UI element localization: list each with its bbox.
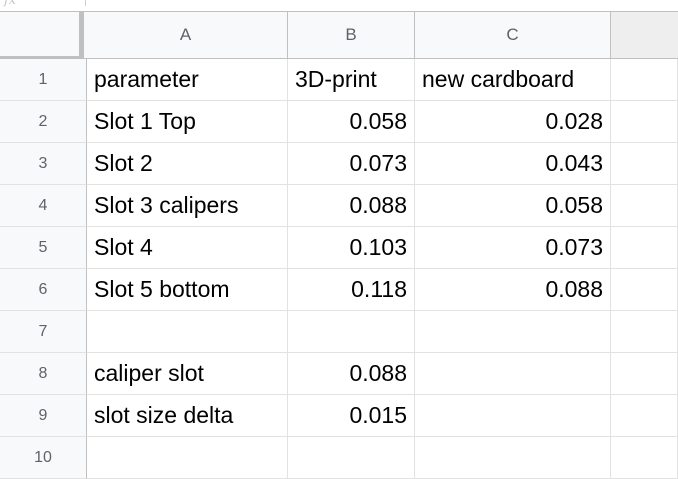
cell-b1[interactable]: 3D-print bbox=[288, 59, 415, 101]
cell-a8[interactable]: caliper slot bbox=[87, 353, 288, 395]
cell-a9[interactable]: slot size delta bbox=[87, 395, 288, 437]
cell-d8[interactable] bbox=[611, 353, 678, 395]
formula-bar-divider bbox=[85, 0, 86, 6]
cell-d5[interactable] bbox=[611, 227, 678, 269]
cell-d7[interactable] bbox=[611, 311, 678, 353]
cell-b10[interactable] bbox=[288, 437, 415, 479]
cell-b7[interactable] bbox=[288, 311, 415, 353]
cell-b4[interactable]: 0.088 bbox=[288, 185, 415, 227]
formula-bar[interactable]: fx bbox=[0, 0, 678, 12]
row-header-6[interactable]: 6 bbox=[0, 269, 87, 311]
cell-c5[interactable]: 0.073 bbox=[415, 227, 611, 269]
cell-b3[interactable]: 0.073 bbox=[288, 143, 415, 185]
column-header-c[interactable]: C bbox=[415, 12, 611, 59]
cell-d2[interactable] bbox=[611, 101, 678, 143]
cell-c7[interactable] bbox=[415, 311, 611, 353]
row-header-9[interactable]: 9 bbox=[0, 395, 87, 437]
cell-d6[interactable] bbox=[611, 269, 678, 311]
row-header-1[interactable]: 1 bbox=[0, 59, 87, 101]
cell-c1[interactable]: new cardboard bbox=[415, 59, 611, 101]
cell-d10[interactable] bbox=[611, 437, 678, 479]
cell-c3[interactable]: 0.043 bbox=[415, 143, 611, 185]
row-header-8[interactable]: 8 bbox=[0, 353, 87, 395]
cell-c6[interactable]: 0.088 bbox=[415, 269, 611, 311]
row-header-10[interactable]: 10 bbox=[0, 437, 87, 479]
cell-d1[interactable] bbox=[611, 59, 678, 101]
row-header-2[interactable]: 2 bbox=[0, 101, 87, 143]
cell-a7[interactable] bbox=[87, 311, 288, 353]
cell-a10[interactable] bbox=[87, 437, 288, 479]
cell-c10[interactable] bbox=[415, 437, 611, 479]
cell-c8[interactable] bbox=[415, 353, 611, 395]
cell-a3[interactable]: Slot 2 bbox=[87, 143, 288, 185]
column-header-b[interactable]: B bbox=[288, 12, 415, 59]
cell-d3[interactable] bbox=[611, 143, 678, 185]
cell-a5[interactable]: Slot 4 bbox=[87, 227, 288, 269]
cell-d9[interactable] bbox=[611, 395, 678, 437]
cell-a4[interactable]: Slot 3 calipers bbox=[87, 185, 288, 227]
cell-c2[interactable]: 0.028 bbox=[415, 101, 611, 143]
row-header-5[interactable]: 5 bbox=[0, 227, 87, 269]
cell-a2[interactable]: Slot 1 Top bbox=[87, 101, 288, 143]
row-header-3[interactable]: 3 bbox=[0, 143, 87, 185]
cell-a6[interactable]: Slot 5 bottom bbox=[87, 269, 288, 311]
cell-b9[interactable]: 0.015 bbox=[288, 395, 415, 437]
row-header-7[interactable]: 7 bbox=[0, 311, 87, 353]
select-all-corner[interactable] bbox=[0, 12, 82, 58]
column-header-a[interactable]: A bbox=[84, 12, 288, 59]
cell-b6[interactable]: 0.118 bbox=[288, 269, 415, 311]
cell-d4[interactable] bbox=[611, 185, 678, 227]
cell-c4[interactable]: 0.058 bbox=[415, 185, 611, 227]
cell-b2[interactable]: 0.058 bbox=[288, 101, 415, 143]
column-header-d[interactable] bbox=[611, 12, 678, 59]
fx-icon: fx bbox=[4, 0, 16, 8]
cell-a1[interactable]: parameter bbox=[87, 59, 288, 101]
cell-c9[interactable] bbox=[415, 395, 611, 437]
row-header-4[interactable]: 4 bbox=[0, 185, 87, 227]
cell-b8[interactable]: 0.088 bbox=[288, 353, 415, 395]
cell-b5[interactable]: 0.103 bbox=[288, 227, 415, 269]
